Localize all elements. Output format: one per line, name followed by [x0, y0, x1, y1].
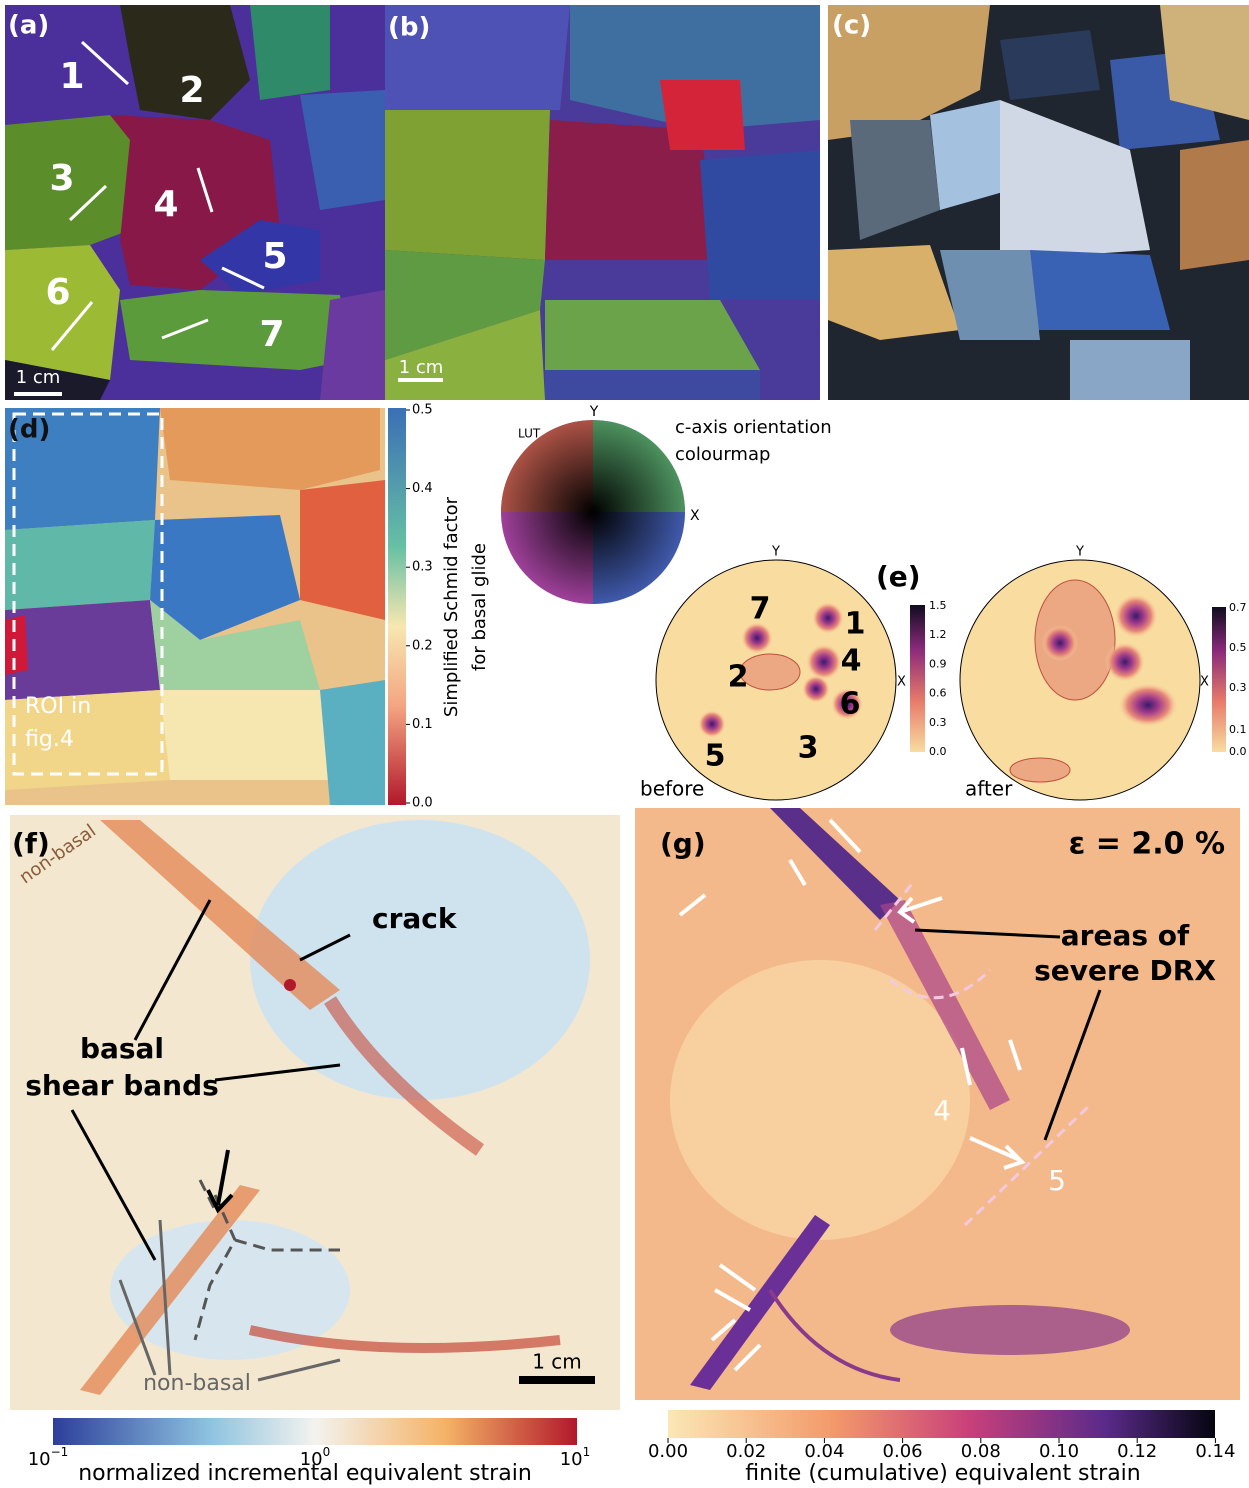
colorbar-tick-label: 0.5 [412, 403, 433, 418]
axis-label: X [897, 675, 906, 690]
colorbar-tick-label: 0.06 [883, 1441, 923, 1462]
lut-label: LUT [518, 427, 541, 441]
colorbar-tick-label: 0.3 [1229, 681, 1247, 694]
colorbar-tick-label: 0.14 [1195, 1441, 1235, 1462]
panel-label: (f) [12, 827, 50, 860]
grain-number: 4 [933, 1094, 951, 1127]
axis-label: Y [771, 545, 780, 560]
grain-number: 1 [845, 607, 866, 642]
panel-f [10, 815, 620, 1445]
annotation: areas of [1061, 919, 1190, 952]
colorbar-tick-label: 0.12 [1117, 1441, 1157, 1462]
panel-label: (c) [832, 11, 871, 41]
panel-a [5, 5, 385, 400]
panel-g [635, 808, 1240, 1438]
strain-label: ε = 2.0 % [1069, 827, 1225, 862]
colorbar-title: finite (cumulative) equivalent strain [745, 1461, 1140, 1486]
scale-bar-label: 1 cm [532, 1350, 582, 1374]
axis-label: X [690, 508, 700, 524]
colorbar-tick-label: 0.5 [1229, 641, 1247, 654]
annotation: crack [372, 902, 458, 935]
colorbar-tick-label: 0.4 [412, 481, 433, 496]
colorbar-tick-label: 0.0 [1229, 745, 1247, 758]
colorbar-tick-label: 101 [560, 1445, 591, 1471]
annotation: severe DRX [1034, 954, 1216, 987]
grain-number: 5 [262, 236, 287, 277]
grain-number: 5 [1048, 1164, 1066, 1197]
colorbar-tick-label: 0.08 [961, 1441, 1001, 1462]
colorbar-tick-label: 10−1 [28, 1445, 69, 1471]
panel-d [5, 408, 406, 805]
scale-bar-label: 1 cm [399, 357, 444, 378]
panel-label: (b) [388, 13, 430, 43]
colorbar-tick-label: 0.10 [1039, 1441, 1079, 1462]
colorbar-tick-label: 0.3 [929, 716, 947, 729]
panel-label: (a) [8, 11, 49, 41]
grain-number: 2 [179, 70, 204, 111]
panel-b [385, 5, 820, 400]
grain-number: 5 [705, 739, 726, 774]
grain-number: 3 [49, 158, 74, 199]
colorbar-tick-label: 0.9 [929, 657, 947, 670]
annotation: shear bands [25, 1069, 219, 1102]
grain-number: 7 [750, 592, 771, 627]
grain-number: 4 [841, 644, 862, 679]
colorbar-tick-label: 100 [300, 1445, 331, 1471]
roi-label: ROI in [25, 694, 91, 719]
colorbar-tick-label: 0.02 [726, 1441, 766, 1462]
colorbar-tick-label: 0.2 [412, 638, 433, 653]
colorbar-tick-label: 0.0 [412, 796, 433, 811]
grain-number: 4 [153, 184, 178, 225]
grain-number: 2 [728, 660, 749, 695]
colorbar-tick-label: 0.04 [804, 1441, 844, 1462]
grain-number: 6 [840, 687, 861, 722]
lut-title: c-axis orientation [675, 417, 832, 438]
scale-bar-label: 1 cm [16, 367, 61, 388]
panel-label: (e) [876, 560, 921, 593]
grain-number: 1 [59, 56, 84, 97]
axis-label: Y [589, 404, 599, 420]
lut-title: colourmap [675, 444, 770, 465]
caption: before [640, 777, 704, 801]
grain-number: 6 [45, 272, 70, 313]
colorbar-tick-label: 0.00 [648, 1441, 688, 1462]
colorbar-title: Simplified Schmid factor [441, 496, 462, 717]
roi-label: fig.4 [25, 727, 74, 752]
annotation: non-basal [143, 1371, 251, 1396]
grain-number: 7 [259, 314, 284, 355]
annotation: basal [80, 1032, 164, 1065]
colorbar-tick-label: 1.5 [929, 599, 947, 612]
axis-label: Y [1075, 545, 1084, 560]
colorbar-tick-label: 0.6 [929, 687, 947, 700]
axis-label: X [1200, 675, 1209, 690]
colorbar-tick-label: 0.0 [929, 745, 947, 758]
colorbar-title: normalized incremental equivalent strain [78, 1461, 532, 1486]
caption: after [965, 777, 1013, 801]
colorbar-tick-label: 0.1 [1229, 723, 1247, 736]
grain-number: 3 [798, 731, 819, 766]
colorbar-tick-label: 0.1 [412, 717, 433, 732]
panel-label: (d) [8, 415, 50, 445]
colorbar-tick-label: 0.7 [1229, 601, 1247, 614]
colorbar-title: for basal glide [469, 543, 490, 671]
panel-c [828, 5, 1249, 400]
colorbar-tick-label: 1.2 [929, 628, 947, 641]
colorbar-tick-label: 0.3 [412, 560, 433, 575]
panel-e [655, 559, 1226, 801]
lut [501, 420, 685, 604]
panel-label: (g) [660, 827, 706, 860]
